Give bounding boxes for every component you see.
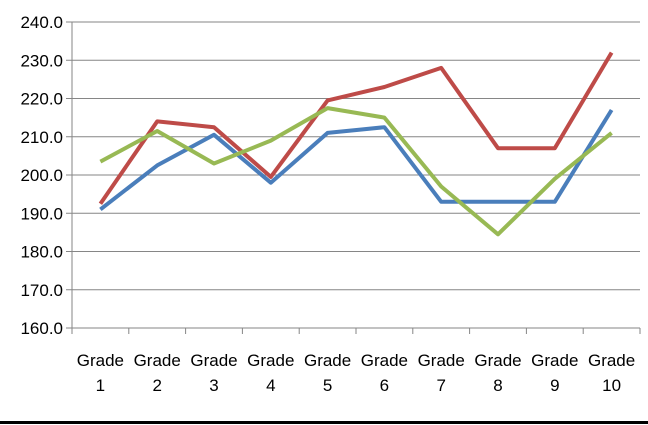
bottom-rule — [0, 421, 648, 424]
series-line-1 — [99, 108, 614, 211]
x-tick-label: Grade — [588, 351, 635, 370]
x-tick-label: Grade — [304, 351, 351, 370]
series-line-2 — [98, 51, 614, 205]
y-tick-labels: 160.0 170.0 180.0 190.0 200.0 210.0 220.0 230.0… — [20, 13, 63, 338]
x-tick-label: 6 — [380, 376, 389, 395]
y-tick-label: 200.0 — [20, 166, 63, 185]
series-line-3 — [99, 106, 613, 237]
x-tick-label: 10 — [602, 376, 621, 395]
x-tick-label: 9 — [550, 376, 559, 395]
x-tick-label: 1 — [96, 376, 105, 395]
x-tick-label: 7 — [436, 376, 445, 395]
x-tick-label: 2 — [152, 376, 161, 395]
y-tick-label: 190.0 — [20, 204, 63, 223]
x-tick-label: 4 — [266, 376, 275, 395]
y-tick-label: 180.0 — [20, 243, 63, 262]
y-tick-label: 210.0 — [20, 128, 63, 147]
x-tick-label: Grade — [418, 351, 465, 370]
x-tick-label: Grade — [531, 351, 578, 370]
x-tick-label: Grade — [77, 351, 124, 370]
x-tick-label: Grade — [134, 351, 181, 370]
x-tick-label: 3 — [209, 376, 218, 395]
y-tick-label: 160.0 — [20, 319, 63, 338]
x-tick-label: 5 — [323, 376, 332, 395]
x-tick-label: Grade — [247, 351, 294, 370]
y-tick-label: 230.0 — [20, 51, 63, 70]
gridlines — [72, 21, 640, 291]
x-tick-label: Grade — [474, 351, 521, 370]
y-tick-label: 240.0 — [20, 13, 63, 32]
x-tick-label: Grade — [190, 351, 237, 370]
y-tick-label: 220.0 — [20, 90, 63, 109]
x-tick-labels: Grade 1 Grade 2 Grade 3 Grade 4 Grade 5 Grade 6 Grad… — [77, 351, 635, 395]
series-lines — [98, 51, 614, 237]
x-tick-label: Grade — [361, 351, 408, 370]
x-tick-label: 8 — [493, 376, 502, 395]
axes — [66, 21, 641, 334]
y-tick-label: 170.0 — [20, 281, 63, 300]
